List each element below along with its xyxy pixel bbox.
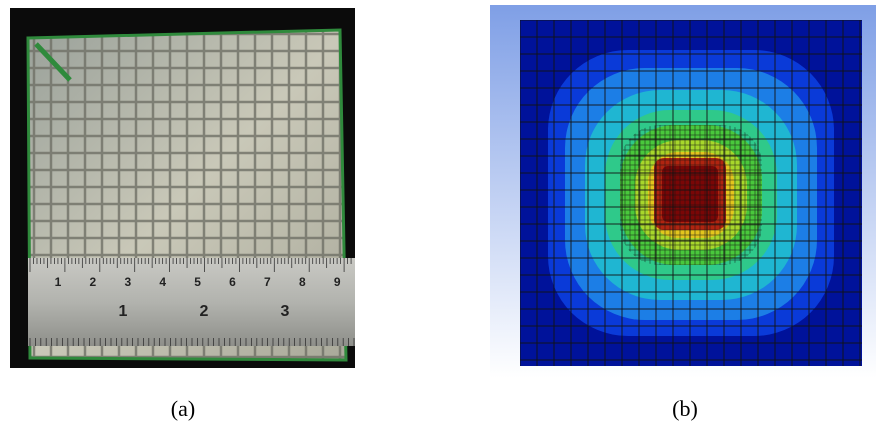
ruler-cm-label: 2 [90, 275, 97, 289]
ruler-cm-label: 1 [55, 275, 62, 289]
ruler-cm-label: 4 [159, 275, 166, 289]
figure: 1 2 3 4 5 6 7 8 9 1 2 3 (a) (b) [0, 0, 876, 423]
ruler-cm-label: 5 [194, 275, 201, 289]
labels: (a) (b) [171, 396, 698, 421]
ruler-cm-label: 7 [264, 275, 271, 289]
ruler [28, 258, 355, 346]
ruler-cm-label: 9 [334, 275, 341, 289]
panel-caption: (a) [171, 396, 195, 421]
panel-caption: (b) [672, 396, 698, 421]
ruler-cm-label: 3 [124, 275, 131, 289]
contour-b [490, 5, 876, 378]
photo-a: 1 2 3 4 5 6 7 8 9 1 2 3 [10, 8, 355, 368]
ruler-inch-label: 2 [200, 303, 209, 320]
ruler-inch-label: 3 [281, 303, 290, 320]
ruler-cm-label: 8 [299, 275, 306, 289]
ruler-cm-label: 6 [229, 275, 236, 289]
ruler-inch-label: 1 [119, 303, 128, 320]
fine-mesh [620, 125, 762, 265]
